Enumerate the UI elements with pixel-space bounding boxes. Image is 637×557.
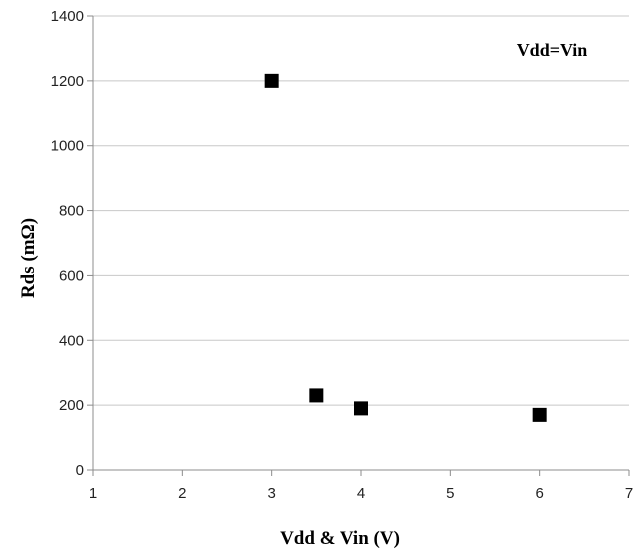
x-tick-label: 6 [535,485,543,502]
y-tick-label: 0 [76,462,84,479]
x-axis-title: Vdd & Vin (V) [280,528,400,549]
x-tick-label: 1 [89,485,97,502]
y-axis-title: Rds (mΩ) [18,218,39,298]
data-markers [264,73,547,422]
x-tick-label: 3 [267,485,275,502]
x-tick-label: 5 [446,485,454,502]
axes [92,16,629,471]
chart-annotation: Vdd=Vin [517,40,588,60]
data-point-0-2 [354,401,368,416]
x-tick-label: 4 [357,485,365,502]
x-axis-ticks: 1 2 3 4 5 6 7 [89,470,633,502]
y-tick-label: 800 [59,203,84,220]
y-tick-label: 400 [59,332,84,349]
x-tick-label: 7 [625,485,633,502]
y-tick-label: 600 [59,267,84,284]
data-point-0-1 [309,388,324,403]
data-point-0-3 [532,407,547,422]
y-tick-label: 1200 [51,73,84,90]
y-tick-label: 200 [59,397,84,414]
y-tick-label: 1400 [51,8,84,25]
grid-lines [93,15,629,406]
y-tick-label: 1000 [51,138,84,155]
data-point-0-0 [264,73,279,88]
y-axis-ticks: 0 200 400 600 800 1000 1200 1400 [51,8,93,479]
x-tick-label: 2 [178,485,186,502]
